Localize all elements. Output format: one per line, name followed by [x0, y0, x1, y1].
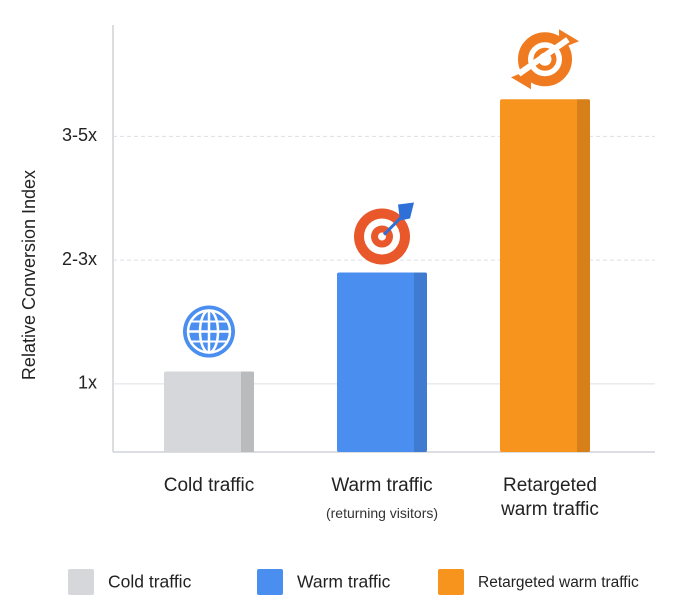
- bar-side: [577, 99, 590, 453]
- x-tick-note: (returning visitors): [325, 505, 439, 521]
- bar: [500, 99, 590, 453]
- legend-label: Warm traffic: [297, 572, 391, 592]
- legend-label: Cold traffic: [108, 572, 192, 592]
- icon-part: [398, 202, 414, 221]
- bar: [337, 272, 427, 452]
- x-tick-label: Retargeted warm traffic: [501, 475, 599, 520]
- legend-swatch: [68, 569, 94, 595]
- x-tick-label: Cold traffic: [163, 475, 255, 496]
- x-tick-label: Warm traffic: [331, 475, 433, 496]
- legend-swatch: [257, 569, 283, 595]
- legend-label: Retargeted warm traffic: [478, 574, 639, 591]
- icon-part: [511, 69, 531, 90]
- bar-icon: [183, 305, 235, 358]
- bar-side: [241, 371, 254, 452]
- bar-side: [414, 272, 427, 452]
- bar-icon: [511, 29, 579, 90]
- y-axis-label: Relative Conversion Index: [19, 170, 39, 380]
- bar: [164, 371, 254, 452]
- y-tick-label: 1x: [78, 373, 97, 393]
- y-tick-label: 3-5x: [62, 125, 97, 145]
- bar-icon: [354, 202, 414, 265]
- legend-swatch: [438, 569, 464, 595]
- icon-part: [516, 37, 570, 77]
- icon-part: [518, 32, 572, 87]
- y-tick-label: 2-3x: [62, 249, 97, 269]
